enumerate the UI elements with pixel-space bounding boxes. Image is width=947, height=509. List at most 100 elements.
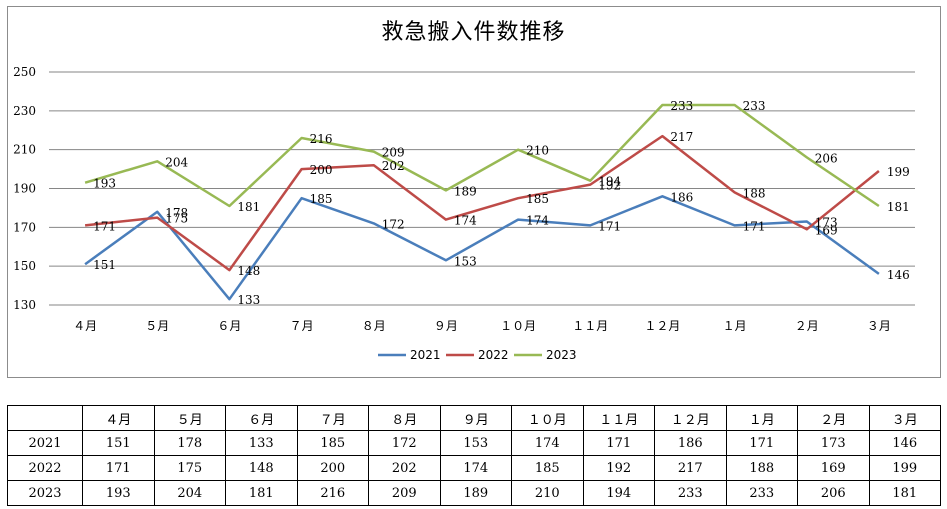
table-row-header: 2021 [8,431,83,456]
data-label: 174 [526,214,549,228]
data-label: 194 [598,175,621,189]
grid-layer [49,72,915,305]
table-cell: 148 [226,456,298,481]
table-cell: 216 [297,481,369,506]
chart-title: 救急搬入件数推移 [0,14,947,46]
table-cell: 194 [583,481,655,506]
table-month-header: ４月 [83,406,155,431]
data-label: 189 [454,184,477,198]
y-tick-label: 150 [13,259,36,273]
table-cell: 172 [369,431,441,456]
legend-label: 2021 [410,348,441,362]
table-row-header: 2022 [8,456,83,481]
data-label: 209 [382,146,405,160]
x-tick-label: ６月 [217,319,241,333]
table-cell: 233 [726,481,798,506]
x-tick-label: ８月 [362,319,386,333]
data-label: 133 [237,293,260,307]
table-cell: 199 [869,456,941,481]
table-header-row: ４月 ５月 ６月 ７月 ８月 ９月 １０月 １１月 １２月 １月 ２月 ３月 [8,406,941,431]
table-cell: 151 [83,431,155,456]
data-table: ４月 ５月 ６月 ７月 ８月 ９月 １０月 １１月 １２月 １月 ２月 ３月 2021 151 178 13… [7,405,941,506]
x-tick-label: １１月 [572,319,608,333]
data-label: 148 [237,264,260,278]
table-cell: 175 [154,456,226,481]
data-label: 204 [165,155,188,169]
data-label: 200 [310,163,333,177]
data-label: 151 [93,258,116,272]
table-body: 2021 151 178 133 185 172 153 174 171 186 171 173 146… [8,431,941,506]
table-month-header: １２月 [655,406,727,431]
x-axis-ticks: ４月 ５月 ６月 ７月 ８月 ９月 １０月 １１月 １２月 １月 ２月 ３月 [73,319,891,333]
table-cell: 173 [798,431,870,456]
y-tick-label: 170 [13,220,36,234]
table-cell: 169 [798,456,870,481]
table-month-header: ９月 [440,406,512,431]
data-label: 233 [670,99,693,113]
table-cell: 202 [369,456,441,481]
table-corner-cell [8,406,83,431]
data-label: 185 [526,192,549,206]
table-cell: 217 [655,456,727,481]
data-label: 171 [743,219,766,233]
series-line-2022 [85,136,879,270]
table-cell: 178 [154,431,226,456]
table-cell: 171 [726,431,798,456]
table-cell: 204 [154,481,226,506]
legend: 2021 2022 2023 [378,348,577,362]
table-cell: 209 [369,481,441,506]
data-label: 210 [526,144,549,158]
table-cell: 185 [297,431,369,456]
table-cell: 133 [226,431,298,456]
table-month-header: ７月 [297,406,369,431]
table-cell: 171 [583,431,655,456]
table-row: 2021 151 178 133 185 172 153 174 171 186 171 173 146 [8,431,941,456]
data-label: 171 [93,219,116,233]
x-tick-label: １２月 [644,319,680,333]
data-label: 188 [743,186,766,200]
table-row-header: 2023 [8,481,83,506]
y-axis-ticks: 130 150 170 190 210 230 250 [13,65,36,312]
legend-label: 2022 [478,348,509,362]
data-label: 172 [382,217,405,231]
table-cell: 200 [297,456,369,481]
table-row: 2023 193 204 181 216 209 189 210 194 233 233 206 181 [8,481,941,506]
table-month-header: ６月 [226,406,298,431]
table-cell: 193 [83,481,155,506]
data-label: 185 [310,192,333,206]
table-cell: 186 [655,431,727,456]
table-month-header: ５月 [154,406,226,431]
table-cell: 206 [798,481,870,506]
table-cell: 174 [440,456,512,481]
line-chart: 130150170190210230250 ４月 ５月 ６月 ７月 ８月 ９月 １０月 １１月… [0,0,947,400]
x-tick-label: ２月 [795,319,819,333]
table-cell: 233 [655,481,727,506]
series-line-2021 [85,196,879,299]
x-tick-label: ９月 [434,319,458,333]
table-cell: 174 [512,431,584,456]
y-tick-label: 210 [13,143,36,157]
data-label: 181 [887,200,910,214]
data-label: 171 [598,219,621,233]
x-tick-label: １０月 [500,319,536,333]
x-tick-label: ３月 [867,319,891,333]
table-cell: 181 [226,481,298,506]
data-label: 186 [670,190,693,204]
data-label: 216 [310,132,333,146]
data-label: 146 [887,268,910,282]
x-tick-label: ７月 [290,319,314,333]
table-cell: 185 [512,456,584,481]
table-cell: 181 [869,481,941,506]
data-label: 206 [815,151,838,165]
y-tick-label: 190 [13,182,36,196]
data-label: 153 [454,254,477,268]
data-label: 217 [670,130,693,144]
x-tick-label: ５月 [145,319,169,333]
table-cell: 171 [83,456,155,481]
table-month-header: ３月 [869,406,941,431]
y-tick-label: 130 [13,298,36,312]
data-label: 175 [165,212,188,226]
x-tick-label: １月 [723,319,747,333]
data-label: 202 [382,159,405,173]
y-tick-label: 230 [13,104,36,118]
